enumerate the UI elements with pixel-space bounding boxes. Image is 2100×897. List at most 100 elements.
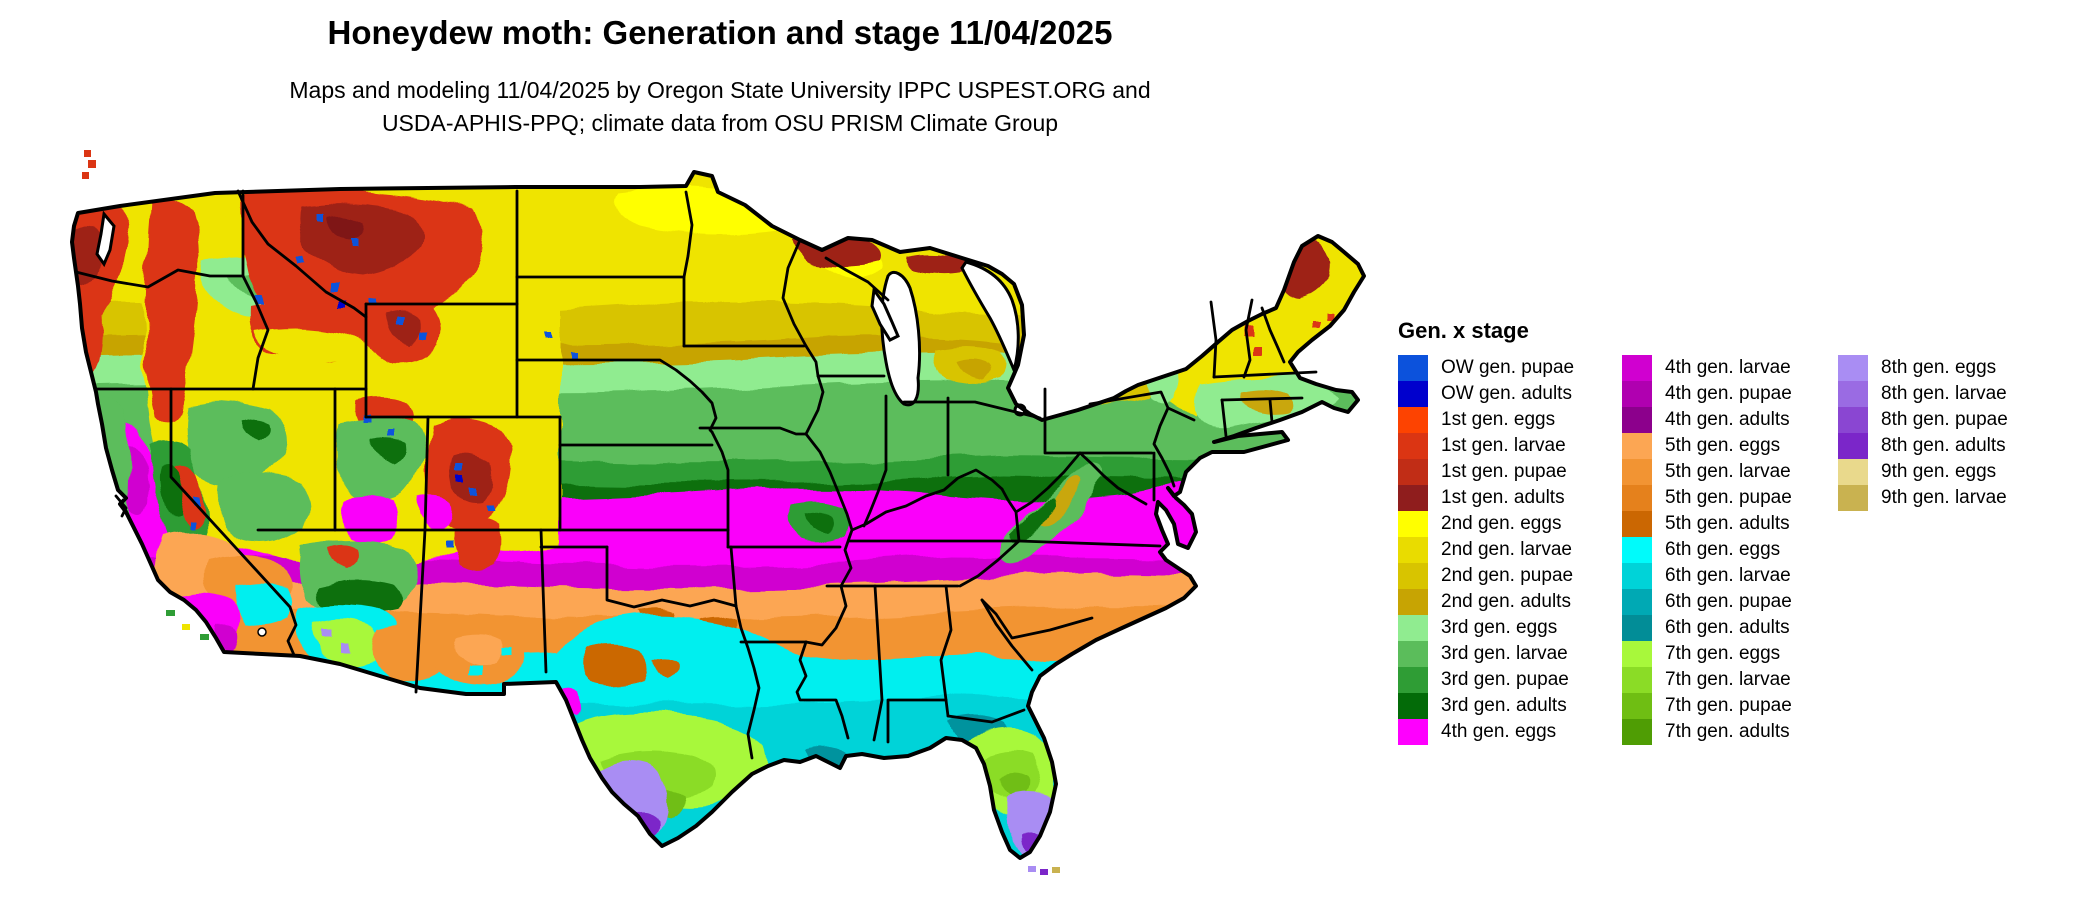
map-header: Honeydew moth: Generation and stage 11/0…: [160, 14, 1280, 141]
legend-item-label: 4th gen. pupae: [1665, 383, 1792, 404]
legend-color-swatch: [1398, 563, 1428, 589]
us-outline: [70, 170, 1366, 860]
legend-color-swatch: [1398, 485, 1428, 511]
legend-color-swatch: [1838, 433, 1868, 459]
page-title: Honeydew moth: Generation and stage 11/0…: [327, 14, 1113, 51]
legend-item: 7th gen. eggs: [1622, 641, 1815, 667]
legend-item: 1st gen. adults: [1398, 485, 1599, 511]
legend-item: 6th gen. pupae: [1622, 589, 1815, 615]
legend-color-swatch: [1622, 693, 1652, 719]
legend-item-label: 8th gen. adults: [1881, 435, 2006, 456]
legend-column: 8th gen. eggs 8th gen. larvae 8th gen. pup…: [1838, 355, 2039, 511]
legend-item: 9th gen. eggs: [1838, 459, 2039, 485]
legend-item-label: 9th gen. eggs: [1881, 461, 1997, 482]
legend-item: 4th gen. adults: [1622, 407, 1815, 433]
legend-item: 6th gen. larvae: [1622, 563, 1815, 589]
legend-color-swatch: [1398, 719, 1428, 745]
legend-color-swatch: [1838, 485, 1868, 511]
legend-item-label: 5th gen. eggs: [1665, 435, 1781, 456]
legend-item-label: 1st gen. adults: [1441, 487, 1565, 508]
legend-color-swatch: [1838, 459, 1868, 485]
legend-item-label: 3rd gen. adults: [1441, 695, 1567, 716]
legend-item: OW gen. pupae: [1398, 355, 1599, 381]
legend-item-label: 8th gen. larvae: [1881, 383, 2007, 404]
legend-item-label: 2nd gen. adults: [1441, 591, 1571, 612]
legend-item-label: 4th gen. larvae: [1665, 357, 1791, 378]
legend-item-label: 2nd gen. eggs: [1441, 513, 1562, 534]
legend-item: 4th gen. pupae: [1622, 381, 1815, 407]
legend-item-label: 5th gen. larvae: [1665, 461, 1791, 482]
legend-item: 5th gen. pupae: [1622, 485, 1815, 511]
legend-color-swatch: [1398, 511, 1428, 537]
legend-item-label: 7th gen. eggs: [1665, 643, 1781, 664]
legend-item: 8th gen. pupae: [1838, 407, 2039, 433]
legend-color-swatch: [1398, 615, 1428, 641]
legend-item: 6th gen. eggs: [1622, 537, 1815, 563]
legend-columns: OW gen. pupae OW gen. adults 1st gen. eggs…: [1398, 355, 2078, 745]
legend-item: 1st gen. larvae: [1398, 433, 1599, 459]
legend-color-swatch: [1398, 433, 1428, 459]
legend-item-label: 5th gen. pupae: [1665, 487, 1792, 508]
legend-item-label: 3rd gen. larvae: [1441, 643, 1568, 664]
legend-item-label: 9th gen. larvae: [1881, 487, 2007, 508]
legend-color-swatch: [1398, 693, 1428, 719]
legend-item-label: 6th gen. pupae: [1665, 591, 1792, 612]
legend-column: OW gen. pupae OW gen. adults 1st gen. eggs…: [1398, 355, 1599, 745]
legend-item: 7th gen. adults: [1622, 719, 1815, 745]
legend-item-label: 7th gen. larvae: [1665, 669, 1791, 690]
legend-color-swatch: [1622, 485, 1652, 511]
legend-item: 2nd gen. pupae: [1398, 563, 1599, 589]
legend-color-swatch: [1398, 459, 1428, 485]
legend-color-swatch: [1622, 537, 1652, 563]
legend-item-label: 6th gen. eggs: [1665, 539, 1781, 560]
legend-item: 1st gen. eggs: [1398, 407, 1599, 433]
legend-item: 2nd gen. adults: [1398, 589, 1599, 615]
legend-item-label: 1st gen. pupae: [1441, 461, 1567, 482]
legend-item-label: 1st gen. larvae: [1441, 435, 1566, 456]
legend-item: 3rd gen. adults: [1398, 693, 1599, 719]
legend-item: 9th gen. larvae: [1838, 485, 2039, 511]
legend-color-swatch: [1622, 589, 1652, 615]
legend-item: 2nd gen. larvae: [1398, 537, 1599, 563]
subtitle-line-2: USDA-APHIS-PPQ; climate data from OSU PR…: [381, 110, 1059, 137]
offshore-islands: [82, 150, 1060, 875]
legend-color-swatch: [1622, 615, 1652, 641]
legend-item: OW gen. adults: [1398, 381, 1599, 407]
legend-color-swatch: [1398, 537, 1428, 563]
legend-item-label: 2nd gen. pupae: [1441, 565, 1574, 586]
legend-item-label: 7th gen. pupae: [1665, 695, 1792, 716]
legend-item-label: OW gen. adults: [1441, 383, 1572, 404]
legend-item-label: 4th gen. eggs: [1441, 721, 1557, 742]
legend-item-label: 8th gen. eggs: [1881, 357, 1997, 378]
legend-item: 7th gen. pupae: [1622, 693, 1815, 719]
legend-item-label: 2nd gen. larvae: [1441, 539, 1572, 560]
legend-color-swatch: [1622, 511, 1652, 537]
legend-item-label: 6th gen. larvae: [1665, 565, 1791, 586]
legend-item-label: 5th gen. adults: [1665, 513, 1790, 534]
legend-item: 8th gen. eggs: [1838, 355, 2039, 381]
legend-item: 5th gen. adults: [1622, 511, 1815, 537]
legend-item: 6th gen. adults: [1622, 615, 1815, 641]
legend-color-swatch: [1838, 407, 1868, 433]
subtitle-line-1: Maps and modeling 11/04/2025 by Oregon S…: [289, 77, 1151, 103]
legend-color-swatch: [1838, 355, 1868, 381]
legend-item: 4th gen. larvae: [1622, 355, 1815, 381]
legend-color-swatch: [1398, 667, 1428, 693]
legend-item: 7th gen. larvae: [1622, 667, 1815, 693]
legend-color-swatch: [1622, 641, 1652, 667]
legend-color-swatch: [1398, 641, 1428, 667]
legend-color-swatch: [1622, 355, 1652, 381]
legend-item-label: 3rd gen. eggs: [1441, 617, 1558, 638]
legend-item: 3rd gen. eggs: [1398, 615, 1599, 641]
legend-item-label: 4th gen. adults: [1665, 409, 1790, 430]
legend-item: 4th gen. eggs: [1398, 719, 1599, 745]
legend-item-label: 3rd gen. pupae: [1441, 669, 1569, 690]
legend-item-label: OW gen. pupae: [1441, 357, 1575, 378]
legend-color-swatch: [1398, 381, 1428, 407]
legend-item: 2nd gen. eggs: [1398, 511, 1599, 537]
legend-item: 5th gen. eggs: [1622, 433, 1815, 459]
legend-item-label: 8th gen. pupae: [1881, 409, 2008, 430]
legend-item: 3rd gen. larvae: [1398, 641, 1599, 667]
legend-item-label: 6th gen. adults: [1665, 617, 1790, 638]
